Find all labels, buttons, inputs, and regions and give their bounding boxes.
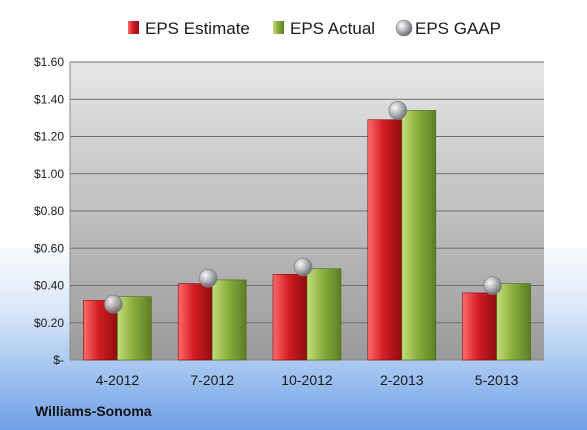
legend-eps-actual: EPS Actual — [273, 19, 375, 38]
y-tick-label: $0.80 — [34, 204, 64, 218]
bar-eps-estimate — [177, 283, 213, 361]
bar-eps-actual — [117, 296, 152, 361]
x-tick-label: 10-2012 — [281, 372, 333, 388]
marker-eps-gaap — [198, 268, 218, 288]
legend-label: EPS Estimate — [145, 19, 250, 38]
bar-eps-actual — [401, 110, 437, 361]
y-tick-label: $- — [53, 353, 64, 367]
marker-eps-gaap — [293, 257, 313, 277]
bar-eps-estimate — [462, 292, 497, 361]
legend-swatch — [128, 21, 139, 34]
y-tick-label: $0.60 — [34, 241, 64, 255]
marker-eps-gaap — [104, 294, 123, 314]
y-tick-label: $0.40 — [34, 279, 64, 293]
company-name: Williams-Sonoma — [35, 403, 152, 419]
bar-eps-actual — [306, 268, 342, 361]
y-tick-label: $1.20 — [34, 130, 64, 144]
x-tick-label: 5-2013 — [475, 372, 519, 388]
y-tick-label: $1.00 — [34, 167, 64, 181]
bar-eps-actual — [496, 283, 531, 361]
legend-label: EPS Actual — [290, 19, 375, 38]
bar-eps-estimate — [367, 119, 403, 361]
legend-swatch — [273, 21, 284, 34]
y-tick-label: $1.60 — [34, 55, 64, 69]
y-tick-label: $1.40 — [34, 92, 64, 106]
legend-swatch — [395, 19, 413, 37]
legend-eps-gaap: EPS GAAP — [395, 19, 501, 38]
marker-eps-gaap — [483, 276, 503, 295]
y-tick-label: $0.20 — [34, 316, 64, 330]
bar-eps-estimate — [272, 274, 308, 361]
x-tick-label: 4-2012 — [96, 372, 140, 388]
legend-label: EPS GAAP — [415, 19, 501, 38]
x-tick-label: 2-2013 — [380, 372, 424, 388]
marker-eps-gaap — [388, 101, 408, 120]
bar-eps-actual — [211, 279, 247, 361]
legend-eps-estimate: EPS Estimate — [128, 19, 250, 38]
x-tick-label: 7-2012 — [190, 372, 234, 388]
